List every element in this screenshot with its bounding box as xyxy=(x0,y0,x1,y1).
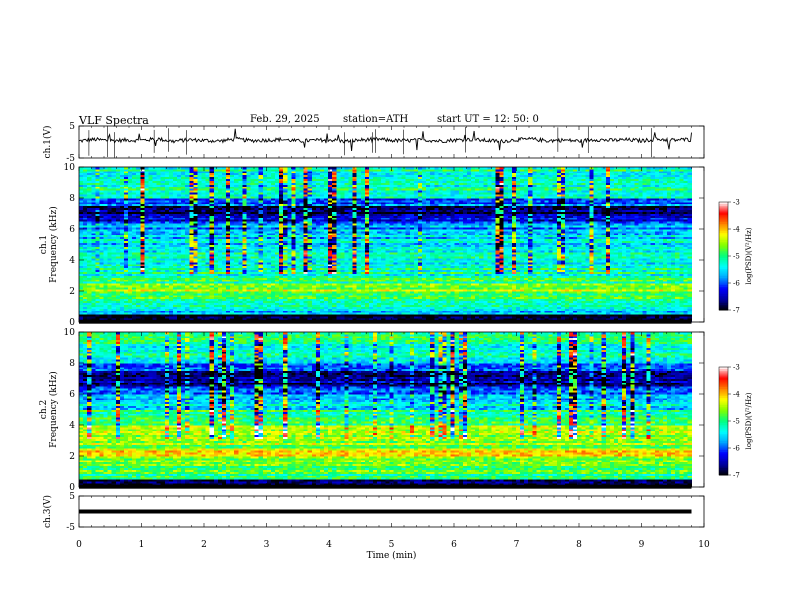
x-tick-label: 7 xyxy=(514,540,520,550)
colorbar-tick-label: -7 xyxy=(733,307,740,315)
y-tick-label: 6 xyxy=(69,225,75,235)
y-tick-label: 8 xyxy=(69,359,75,369)
figure-title: VLF Spectra xyxy=(79,114,149,127)
x-tick-label: 5 xyxy=(389,540,395,550)
colorbar-tick-label: -4 xyxy=(733,226,740,234)
y-tick-label: 8 xyxy=(69,194,75,204)
x-tick-label: 6 xyxy=(451,540,457,550)
spectrogram-image xyxy=(79,167,692,323)
y-axis-label: ch.3(V) xyxy=(42,495,53,528)
colorbar-tick-label: -4 xyxy=(733,391,740,399)
colorbar-label: log(PSD)(V²/Hz) xyxy=(745,392,753,449)
colorbar xyxy=(719,202,728,311)
plot-frame xyxy=(78,125,705,159)
y-tick-label: 5 xyxy=(69,122,75,132)
x-tick-label: 1 xyxy=(139,540,145,550)
ch3-waveform-panel: Time (min) xyxy=(78,495,705,561)
y-tick-label: -5 xyxy=(66,523,75,533)
ch1-spectrogram-panel: -3 -4 -5 -6 -7 log(PSD)(V²/Hz) xyxy=(78,166,753,324)
ch1-waveform-panel xyxy=(78,125,705,159)
spectrogram-image xyxy=(79,332,692,488)
colorbar xyxy=(719,367,728,476)
y-ticks: 5 -5 xyxy=(66,492,704,533)
y-tick-label: 4 xyxy=(69,256,75,266)
x-ticks xyxy=(78,332,705,487)
y-tick-label: 2 xyxy=(69,452,75,462)
y-tick-label: 5 xyxy=(69,492,75,502)
colorbar-tick-label: -3 xyxy=(733,199,740,207)
colorbar-tick-label: -6 xyxy=(733,280,740,288)
ch1-trace xyxy=(79,128,692,152)
y-axis-label: ch.2 xyxy=(39,400,49,419)
colorbar-tick-label: -5 xyxy=(733,253,740,261)
ch2-spectrogram-panel: -3 -4 -5 -6 -7 log(PSD)(V²/Hz) xyxy=(78,331,753,489)
y-tick-label: 0 xyxy=(69,318,75,328)
y-ticks: 0 2 4 6 8 10 xyxy=(64,328,704,493)
x-tick-label: 10 xyxy=(698,540,710,550)
x-tick-label: 4 xyxy=(326,540,332,550)
y-ticks: 0 2 4 6 8 10 xyxy=(64,163,704,328)
x-tick-label: 9 xyxy=(639,540,645,550)
x-ticks xyxy=(78,126,705,158)
colorbar-tick-label: -3 xyxy=(733,364,740,372)
y-axis-label: ch.1(V) xyxy=(42,126,53,159)
y-axis-label: ch.1 xyxy=(39,235,49,254)
y-ticks: 5 -5 xyxy=(66,122,704,164)
x-tick-label: 8 xyxy=(576,540,582,550)
station-label: station=ATH xyxy=(343,114,408,125)
y-tick-label: 10 xyxy=(64,163,76,173)
x-ticks: 0 1 2 3 4 5 6 7 8 9 10 xyxy=(76,496,710,550)
y-tick-label: 4 xyxy=(69,421,75,431)
x-ticks xyxy=(78,167,705,322)
colorbar-tick-label: -5 xyxy=(733,418,740,426)
colorbar-tick-label: -6 xyxy=(733,445,740,453)
y-tick-label: 6 xyxy=(69,390,75,400)
colorbar-tick-label: -7 xyxy=(733,472,740,480)
colorbar-label: log(PSD)(V²/Hz) xyxy=(745,227,753,284)
y-tick-label: 10 xyxy=(64,328,76,338)
x-tick-label: 3 xyxy=(264,540,270,550)
y-axis-label: Frequency (kHz) xyxy=(48,371,59,448)
date-label: Feb. 29, 2025 xyxy=(250,114,320,125)
y-axis-label: Frequency (kHz) xyxy=(48,206,59,283)
y-tick-label: 0 xyxy=(69,483,75,493)
start-time-label: start UT = 12: 50: 0 xyxy=(437,114,539,125)
x-tick-label: 2 xyxy=(201,540,207,550)
y-tick-label: -5 xyxy=(66,154,75,164)
y-tick-label: 2 xyxy=(69,287,75,297)
x-tick-label: 0 xyxy=(76,540,82,550)
x-axis-label: Time (min) xyxy=(367,550,417,561)
